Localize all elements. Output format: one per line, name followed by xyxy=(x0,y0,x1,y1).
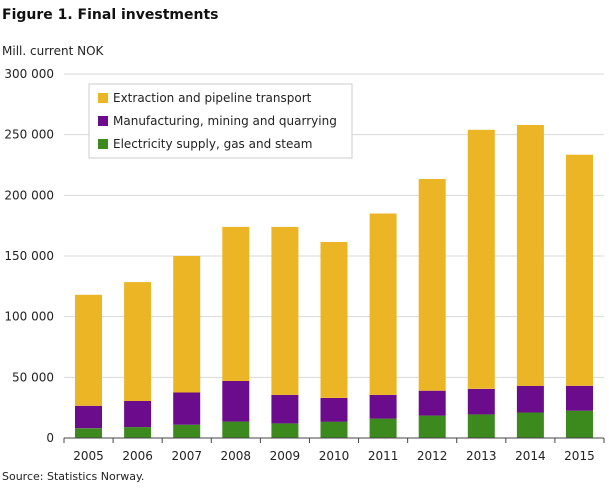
bar-electricity-2012 xyxy=(418,415,446,438)
y-tick-label: 300 000 xyxy=(4,67,54,81)
bar-series xyxy=(75,125,593,438)
bar-electricity-2010 xyxy=(320,421,348,438)
bar-extraction-2015 xyxy=(566,154,593,386)
bar-electricity-2009 xyxy=(271,423,299,438)
y-tick-label: 150 000 xyxy=(4,249,54,263)
x-tick-label: 2011 xyxy=(368,449,399,463)
x-tick-label: 2005 xyxy=(73,449,104,463)
x-tick-label: 2006 xyxy=(122,449,153,463)
bar-manufacturing-2014 xyxy=(516,385,544,413)
y-tick-label: 0 xyxy=(46,431,54,445)
legend-label-extraction: Extraction and pipeline transport xyxy=(113,91,312,105)
bar-manufacturing-2006 xyxy=(124,401,152,428)
bar-extraction-2008 xyxy=(222,226,250,381)
x-tick-label: 2010 xyxy=(319,449,350,463)
bar-electricity-2015 xyxy=(566,410,593,438)
bar-electricity-2005 xyxy=(75,428,102,438)
y-tick-label: 100 000 xyxy=(4,310,54,324)
bar-extraction-2009 xyxy=(271,226,299,395)
source-note: Source: Statistics Norway. xyxy=(2,470,145,483)
x-tick-label: 2008 xyxy=(221,449,252,463)
x-tick-label: 2012 xyxy=(417,449,448,463)
bar-manufacturing-2005 xyxy=(75,405,102,429)
axes: 0 50 000 100 000 150 000 200 000 250 000 300 0… xyxy=(4,67,605,463)
y-axis-unit-label: Mill. current NOK xyxy=(2,44,104,58)
bar-electricity-2011 xyxy=(369,418,397,438)
legend-swatch-extraction xyxy=(98,93,108,103)
bar-electricity-2007 xyxy=(173,424,201,438)
legend-label-electricity: Electricity supply, gas and steam xyxy=(113,137,312,151)
bar-extraction-2010 xyxy=(320,242,348,398)
y-tick-label: 50 000 xyxy=(12,370,54,384)
bar-electricity-2008 xyxy=(222,421,250,438)
bar-manufacturing-2013 xyxy=(467,388,495,415)
bar-extraction-2007 xyxy=(173,256,201,393)
bar-manufacturing-2015 xyxy=(566,385,593,411)
bar-extraction-2006 xyxy=(124,282,152,401)
legend-swatch-electricity xyxy=(98,139,108,149)
bar-electricity-2013 xyxy=(467,414,495,438)
chart-title: Figure 1. Final investments xyxy=(2,7,219,23)
bar-manufacturing-2011 xyxy=(369,394,397,419)
legend: Extraction and pipeline transport Manufac… xyxy=(88,83,353,159)
bar-manufacturing-2009 xyxy=(271,394,299,424)
bar-extraction-2012 xyxy=(418,179,446,391)
legend-swatch-manufacturing xyxy=(98,116,108,126)
bar-manufacturing-2008 xyxy=(222,381,250,422)
legend-label-manufacturing: Manufacturing, mining and quarrying xyxy=(113,114,337,128)
bar-manufacturing-2010 xyxy=(320,398,348,422)
x-tick-label: 2015 xyxy=(564,449,595,463)
x-tick-label: 2009 xyxy=(270,449,301,463)
legend-box xyxy=(88,83,353,159)
bar-extraction-2014 xyxy=(516,125,544,386)
bar-extraction-2011 xyxy=(369,213,397,395)
x-tick-label: 2007 xyxy=(171,449,202,463)
bar-electricity-2006 xyxy=(124,427,152,438)
bar-manufacturing-2012 xyxy=(418,390,446,416)
bar-electricity-2014 xyxy=(516,412,544,438)
bar-extraction-2013 xyxy=(467,129,495,389)
bar-extraction-2005 xyxy=(75,294,102,406)
y-tick-label: 200 000 xyxy=(4,188,54,202)
x-tick-label: 2014 xyxy=(515,449,546,463)
y-tick-label: 250 000 xyxy=(4,128,54,142)
bar-manufacturing-2007 xyxy=(173,392,201,425)
x-tick-label: 2013 xyxy=(466,449,497,463)
